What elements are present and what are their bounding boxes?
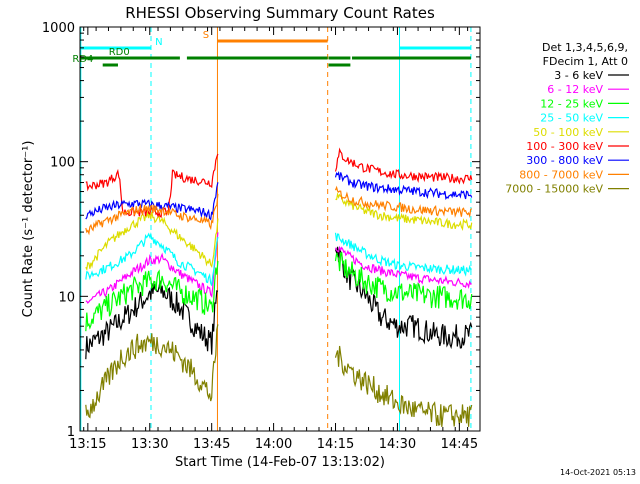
series-line-300-800-kev [85,182,219,221]
legend-label-25-50-kev: 25 - 50 keV [540,112,603,125]
chart-title: RHESSI Observing Summary Count Rates [125,4,435,22]
state-label-s: S [203,30,209,41]
series-line-6-12-kev [85,232,219,304]
y-tick-label-1: 1 [67,425,75,440]
series-line-7000-15000-kev [334,345,473,427]
y-axis-label: Count Rate (s⁻¹ detector⁻¹) [21,141,36,318]
x-tick-label-14-00: 14:00 [255,437,292,452]
legend-label-800-7000-kev: 800 - 7000 keV [519,168,603,181]
legend-label-6-12-kev: 6 - 12 keV [547,83,603,96]
series-line-100-300-kev [334,147,473,185]
legend-label-100-300-kev: 100 - 300 keV [526,140,603,153]
series-line-50-100-kev [335,191,473,232]
legend-header-line-2: FDecim 1, Att 0 [543,55,628,68]
x-axis: 13:15 13:30 13:45 14:00 14:15 14:30 14:45 [69,27,478,452]
series-line-7000-15000-kev [85,324,219,419]
legend-label-12-25-kev: 12 - 25 keV [540,97,603,110]
plot-frame [79,26,481,432]
footer-timestamp: 14-Oct-2021 05:13 [560,468,636,477]
x-tick-label-14-45: 14:45 [441,437,478,452]
series-line-25-50-kev [85,232,219,286]
legend-label-50-100-kev: 50 - 100 keV [533,126,603,139]
series-line-6-12-kev [334,245,472,290]
series-line-800-7000-kev [85,193,219,236]
legend: Det 1,3,4,5,6,9, FDecim 1, Att 0 3 - 6 k… [505,41,629,196]
state-bars: N S RD0 RD4 [72,30,471,67]
data-series [85,147,473,427]
x-tick-label-13-30: 13:30 [131,437,168,452]
series-line-12-25-kev [334,251,473,310]
x-axis-label: Start Time (14-Feb-07 13:13:02) [175,455,385,470]
y-tick-label-1000: 1000 [42,21,75,36]
legend-label-300-800-kev: 300 - 800 keV [526,154,603,167]
legend-label-7000-15000-kev: 7000 - 15000 keV [505,183,603,196]
series-line-800-7000-kev [334,185,473,219]
legend-label-3-6-kev: 3 - 6 keV [554,69,603,82]
x-tick-label-13-45: 13:45 [193,437,230,452]
state-label-rd0: RD0 [109,47,130,58]
state-label-rd4: RD4 [72,54,93,65]
series-line-25-50-kev [334,232,473,277]
legend-header-line-1: Det 1,3,4,5,6,9, [542,41,628,54]
y-tick-label-10: 10 [58,290,75,305]
y-tick-label-100: 100 [50,156,75,171]
series-line-12-25-kev [85,260,219,332]
series-line-50-100-kev [85,211,219,272]
y-axis: 1 10 100 1000 [42,21,480,440]
series-line-300-800-kev [334,171,473,200]
state-label-n: N [155,37,162,48]
x-tick-label-14-30: 14:30 [379,437,416,452]
x-tick-label-13-15: 13:15 [69,437,106,452]
x-tick-label-14-15: 14:15 [317,437,354,452]
